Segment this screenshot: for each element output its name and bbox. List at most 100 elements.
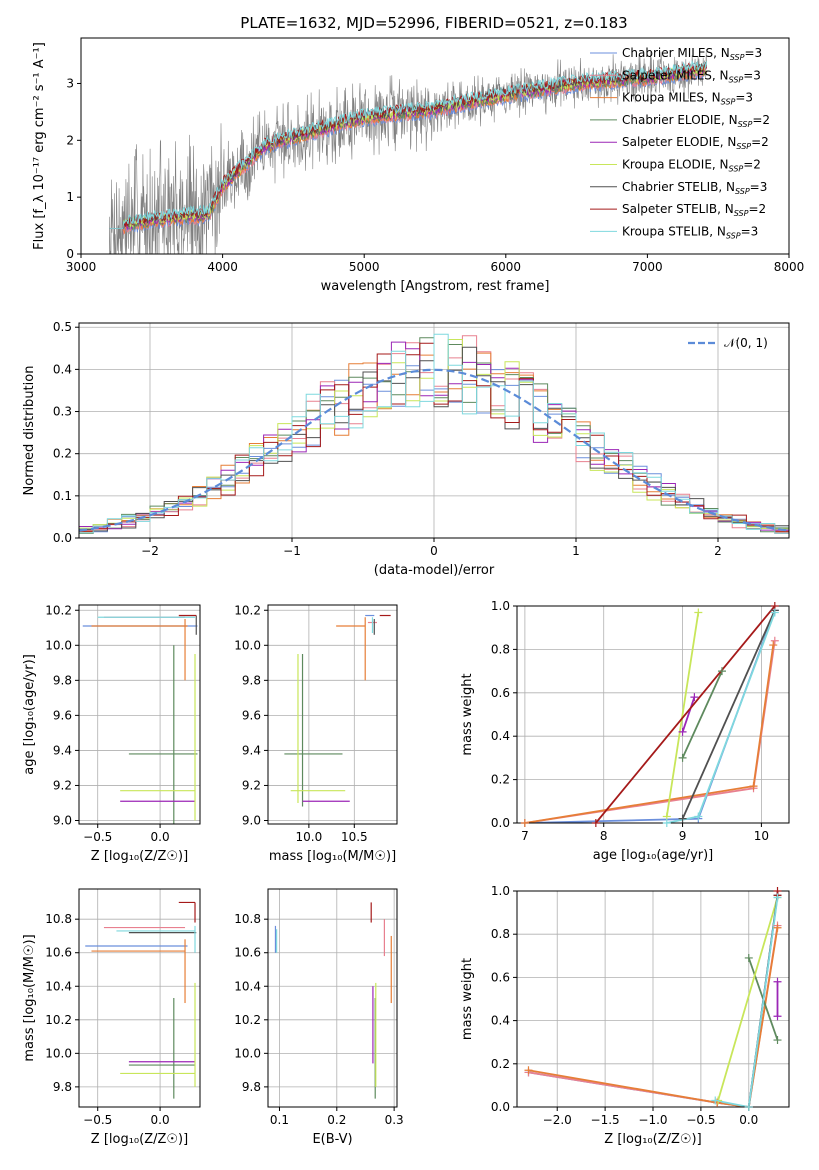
x-tick-label: 0.0 — [151, 1113, 170, 1127]
y-tick-label: 0.6 — [491, 970, 510, 984]
legend-entry-chabrier-stelib: Chabrier STELIB, NSSP=3 — [622, 180, 767, 196]
y-tick-label: 10.0 — [234, 638, 261, 652]
legend-entry-salpeter-elodie: Salpeter ELODIE, NSSP=2 — [622, 135, 769, 151]
y-tick-label: 10.2 — [45, 1013, 72, 1027]
mass-weight-marker-kroupa-miles — [713, 1098, 722, 1107]
y-tick-label: 2 — [66, 133, 74, 147]
y-tick-label: 3 — [66, 76, 74, 90]
legend-text: Salpeter MILES, N — [622, 68, 729, 82]
x-tick-label: 0.0 — [151, 830, 170, 844]
legend-subscript: SSP — [730, 53, 745, 62]
x-tick-label: −1.5 — [591, 1113, 620, 1127]
mass-weight-marker-kroupa-miles — [769, 641, 778, 650]
x-tick-label: 9 — [679, 829, 687, 843]
x-tick-label: 5000 — [349, 260, 380, 274]
legend-subscript: SSP — [738, 120, 753, 129]
y-tick-label: 9.2 — [242, 778, 261, 792]
mass-weight-line-kroupa-elodie — [717, 897, 779, 1101]
x-tick-label: −2.0 — [543, 1113, 572, 1127]
x-tick-label: 0.2 — [327, 1113, 346, 1127]
axes-frame — [78, 888, 201, 1108]
y-tick-label: 0.8 — [491, 927, 510, 941]
legend-subscript: SSP — [735, 187, 750, 196]
y-tick-label: 9.6 — [242, 708, 261, 722]
legend-text: Kroupa ELODIE, N — [622, 158, 729, 172]
y-axis-label: age [log₁₀(age/yr)] — [22, 654, 37, 775]
legend-count: =3 — [743, 68, 761, 82]
y-tick-label: 0.4 — [491, 1014, 510, 1028]
x-tick-label: 0 — [430, 544, 438, 558]
x-tick-label: 3000 — [66, 260, 97, 274]
x-axis-label: (data-model)/error — [374, 563, 495, 578]
x-tick-label: 10.0 — [296, 830, 323, 844]
legend-count: =2 — [743, 158, 761, 172]
y-tick-label: 0.4 — [491, 729, 510, 743]
x-tick-label: 0.3 — [385, 1113, 404, 1127]
mass-weight-line-chabrier-stelib — [681, 609, 776, 820]
x-tick-label: 1 — [572, 544, 580, 558]
figure-title: PLATE=1632, MJD=52996, FIBERID=0521, z=0… — [240, 14, 627, 32]
y-tick-label: 9.8 — [53, 1080, 72, 1094]
age-vs-metallicity-panel: −0.5 0.0 9.0 9.2 9.4 9.6 9.8 10.0 10.2 Z [log₁₀(Z… — [22, 603, 201, 864]
mass-weight-line-kroupa-stelib — [715, 897, 779, 1107]
y-tick-label: 0.1 — [53, 489, 72, 503]
legend-text: Kroupa STELIB, N — [622, 224, 726, 238]
x-tick-label: 8 — [600, 829, 608, 843]
y-tick-label: 0.0 — [53, 531, 72, 545]
axes-frame — [78, 604, 201, 825]
x-tick-label: 6000 — [491, 260, 522, 274]
legend-text: Chabrier MILES, N — [622, 46, 730, 60]
model-spectrum-kroupa-elodie — [109, 64, 707, 229]
legend-subscript: SSP — [736, 142, 751, 151]
y-tick-label: 1.0 — [491, 599, 510, 613]
mass-weight-marker-chabrier-elodie — [744, 953, 753, 962]
legend-subscript: SSP — [729, 75, 744, 84]
legend-count: =3 — [735, 91, 753, 105]
y-tick-label: 10.0 — [45, 638, 72, 652]
mass-weight-marker-kroupa-miles — [524, 1066, 533, 1075]
y-tick-label: 1 — [66, 190, 74, 204]
legend-count: =3 — [750, 180, 768, 194]
y-tick-label: 10.0 — [45, 1046, 72, 1060]
y-tick-label: 10.2 — [45, 603, 72, 617]
mass-weight-marker-salpeter-elodie — [773, 977, 782, 986]
mass-weight-line-kroupa-elodie — [665, 612, 700, 817]
y-tick-label: 10.4 — [234, 979, 261, 993]
x-tick-label: 2 — [714, 544, 722, 558]
legend-text: Salpeter STELIB, N — [622, 202, 734, 216]
legend-text: Chabrier STELIB, N — [622, 180, 735, 194]
mass-weight-line-salpeter-elodie — [681, 696, 696, 733]
mass-weight-marker-chabrier-elodie — [717, 667, 726, 676]
x-axis-label: mass [log₁₀(M/M☉)] — [269, 849, 396, 864]
legend-count: =2 — [752, 113, 770, 127]
legend-entry-salpeter-miles: Salpeter MILES, NSSP=3 — [622, 68, 761, 84]
x-axis-label: wavelength [Angstrom, rest frame] — [321, 279, 550, 294]
y-tick-label: 0.6 — [491, 686, 510, 700]
mass-weight-marker-kroupa-stelib — [744, 1103, 753, 1111]
plot-area — [274, 902, 392, 1099]
legend-subscript: SSP — [721, 98, 736, 107]
legend-text: Chabrier ELODIE, N — [622, 113, 738, 127]
y-tick-label: 0.8 — [491, 642, 510, 656]
plot-area — [528, 891, 779, 1107]
y-tick-label: 0.3 — [53, 405, 72, 419]
mass-weight-line-salpeter-miles — [524, 640, 776, 823]
y-tick-label: 10.2 — [234, 1013, 261, 1027]
mass-weight-marker-salpeter-elodie — [690, 693, 699, 702]
residual-histogram-panel: −2 −1 0 1 2 0.0 0.1 0.2 0.3 0.4 0.5 (data-model)/er… — [22, 320, 790, 578]
y-tick-label: 10.4 — [45, 979, 72, 993]
x-axis-label: Z [log₁₀(Z/Z☉)] — [91, 849, 188, 864]
histogram-kroupa-stelib — [79, 333, 789, 538]
plot-area — [284, 614, 391, 807]
y-tick-label: 10.6 — [234, 946, 261, 960]
mass-weight-marker-salpeter-elodie — [678, 727, 687, 736]
legend-entry-chabrier-elodie: Chabrier ELODIE, NSSP=2 — [622, 113, 770, 129]
axes-frame — [80, 37, 790, 255]
mass-vs-metallicity-panel: −0.5 0.0 9.8 10.0 10.2 10.4 10.6 10.8 Z [log₁₀(Z… — [22, 888, 201, 1147]
mass-weight-marker-chabrier-stelib — [678, 814, 687, 823]
y-tick-label: 1.0 — [491, 884, 510, 898]
plot-area — [79, 333, 789, 538]
legend-subscript: SSP — [726, 231, 741, 240]
spectrum-panel: 3000 4000 5000 6000 7000 8000 0 1 2 3 wavelength [… — [32, 37, 804, 294]
